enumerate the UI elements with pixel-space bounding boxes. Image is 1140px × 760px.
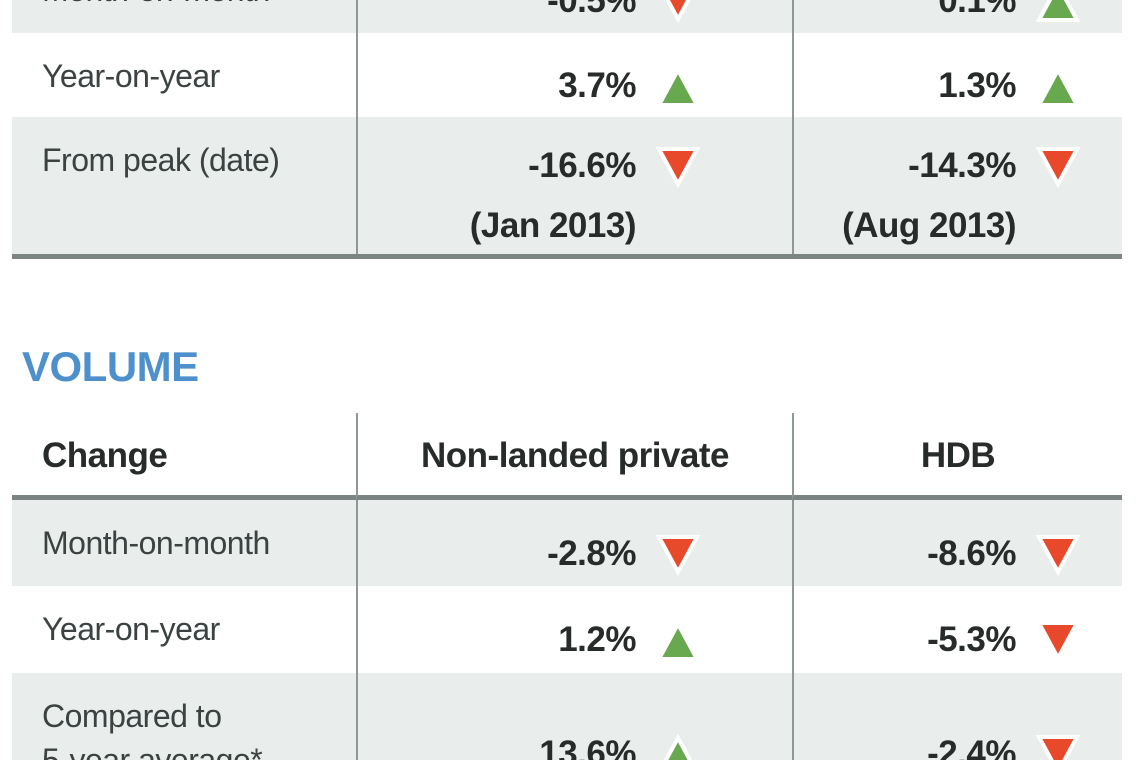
value-text: -5.3% (927, 620, 1016, 659)
table-row-from-peak: From peak (date) -16.6% (Jan 2013) -14.3… (12, 117, 1122, 254)
trend-down-arrow-icon (655, 534, 701, 576)
trend-up-arrow-icon (655, 619, 701, 662)
trend-down-arrow-icon (656, 0, 700, 23)
value-text: -16.6% (528, 146, 636, 185)
table-row-month-on-month: Month-on-month -2.8% -8.6% (12, 500, 1122, 586)
row-label: Month-on-month (12, 0, 356, 33)
table-row-month-on-month: Month-on-month -0.5% 0.1% (12, 0, 1122, 33)
table-row-year-on-year: Year-on-year 1.2% -5.3% (12, 586, 1122, 673)
trend-down-arrow-icon (1035, 146, 1081, 189)
trend-down-arrow-icon (1035, 620, 1081, 663)
peak-date-text: (Aug 2013) (842, 206, 1016, 245)
table-cell-nonlanded: -16.6% (Jan 2013) (356, 117, 792, 254)
trend-up-arrow-icon (1035, 0, 1081, 23)
table-cell-hdb: 1.3% (792, 33, 1122, 117)
trend-down-arrow-icon (1035, 734, 1081, 760)
value-text: 1.2% (558, 620, 636, 659)
peak-date-text: (Jan 2013) (469, 206, 637, 245)
trend-up-arrow-icon (656, 733, 700, 760)
table-cell-hdb: -5.3% (792, 586, 1122, 673)
trend-down-arrow-icon (655, 146, 701, 189)
value-text: -2.4% (927, 733, 1016, 760)
table-row-year-on-year: Year-on-year 3.7% 1.3% (12, 33, 1122, 117)
value-text: -2.8% (547, 533, 636, 573)
volume-change-table: Change Non-landed private HDB Month-on-m… (12, 413, 1122, 760)
table-cell-nonlanded: 13.6% (356, 673, 792, 760)
row-label: Month-on-month (42, 525, 270, 561)
column-header-change: Change (12, 413, 356, 500)
row-label-line2: 5-year average* (42, 742, 263, 760)
table-row-vs-5yr-average: Compared to 5-year average* 13.6% -2.4% (12, 673, 1122, 760)
section-title-volume: VOLUME (22, 343, 199, 390)
table-cell-hdb: 0.1% (792, 0, 1122, 33)
value-text: 13.6% (539, 733, 636, 760)
column-header-hdb: HDB (792, 413, 1122, 500)
row-label: Compared to 5-year average* (12, 673, 356, 760)
price-change-table: Month-on-month -0.5% 0.1% Year-on-year (12, 0, 1122, 259)
row-label: From peak (date) (42, 142, 280, 178)
value-text: 0.1% (938, 0, 1016, 20)
trend-down-arrow-icon (1035, 534, 1081, 576)
table-header-row: Change Non-landed private HDB (12, 413, 1122, 500)
table-cell-nonlanded: 3.7% (356, 33, 792, 117)
trend-up-arrow-icon (655, 65, 701, 108)
table-cell-nonlanded: -2.8% (356, 500, 792, 586)
value-text: 3.7% (558, 65, 636, 105)
value-text: -14.3% (908, 146, 1016, 185)
row-label-line1: Compared to (42, 698, 222, 734)
table-cell-nonlanded: 1.2% (356, 586, 792, 673)
trend-up-arrow-icon (1035, 65, 1081, 108)
value-text: -8.6% (927, 533, 1016, 573)
table-cell-hdb: -14.3% (Aug 2013) (792, 117, 1122, 254)
table-cell-hdb: -2.4% (792, 673, 1122, 760)
table-cell-hdb: -8.6% (792, 500, 1122, 586)
value-text: 1.3% (938, 65, 1016, 105)
row-label: Year-on-year (42, 58, 220, 94)
table-cell-nonlanded: -0.5% (356, 0, 792, 33)
row-label: Year-on-year (42, 611, 220, 647)
value-text: -0.5% (547, 0, 636, 20)
column-header-nonlanded: Non-landed private (356, 413, 792, 500)
infographic-content: Month-on-month -0.5% 0.1% Year-on-year (12, 0, 1122, 760)
